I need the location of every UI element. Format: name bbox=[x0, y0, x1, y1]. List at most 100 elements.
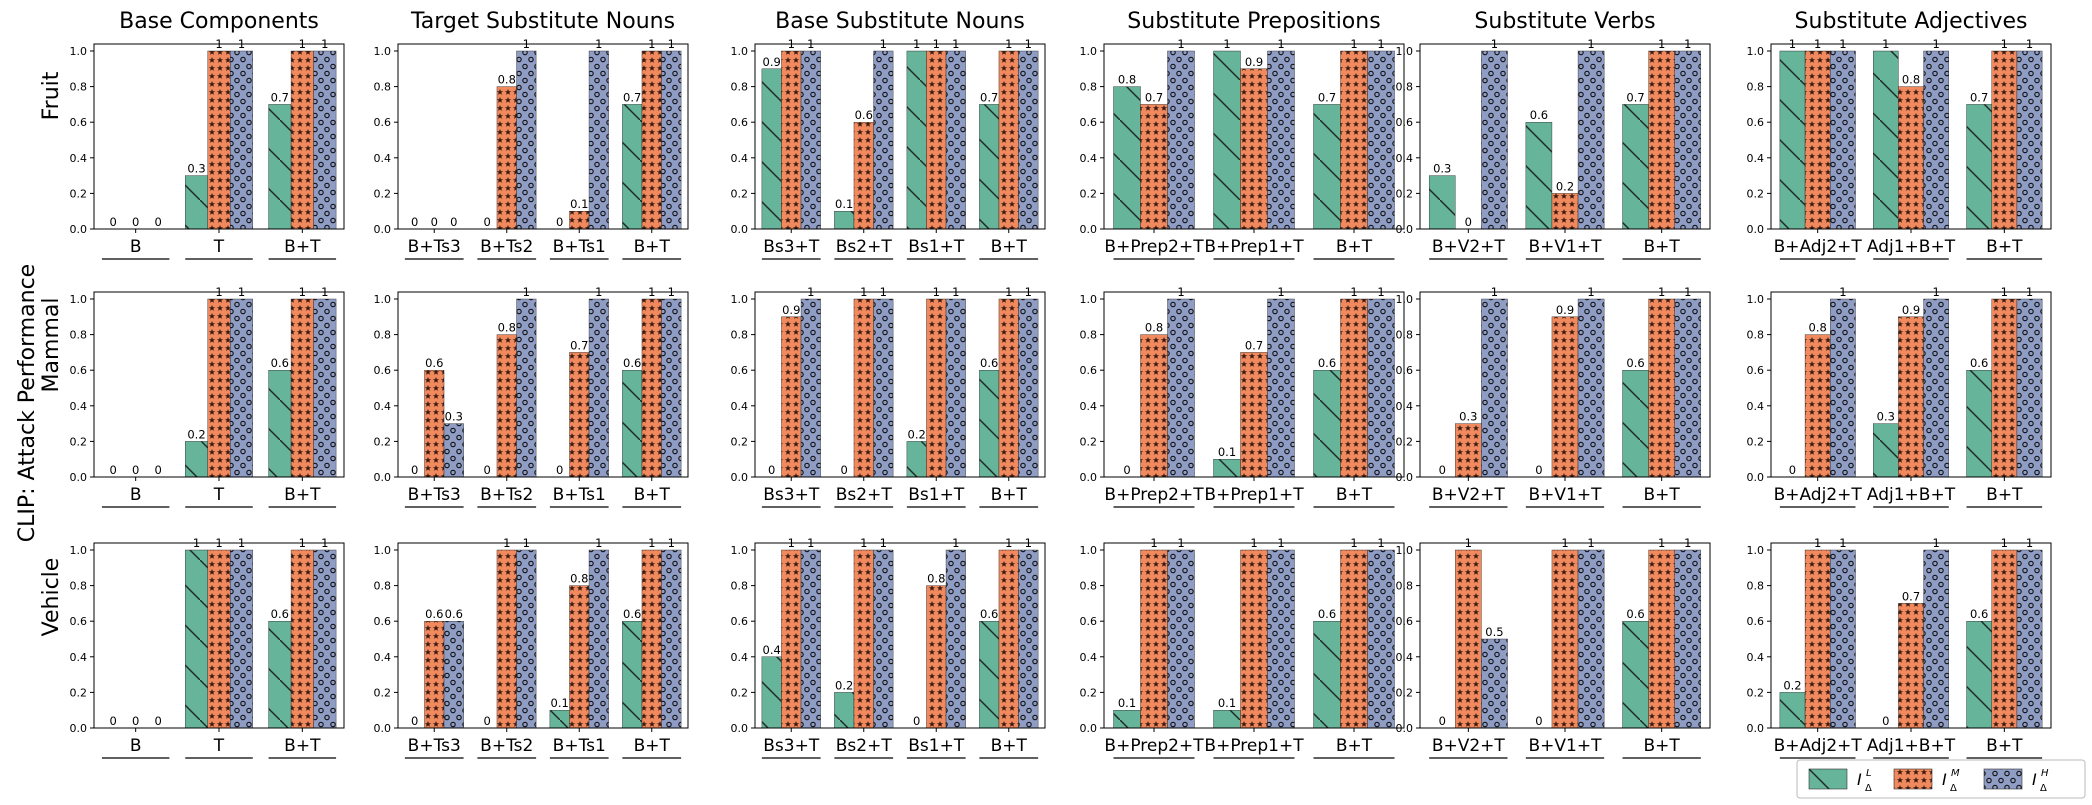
data-label: 0 bbox=[110, 463, 117, 477]
y-tick-label: 0.4 bbox=[374, 400, 392, 413]
y-tick-label: 0.2 bbox=[1396, 187, 1414, 200]
y-tick-label: 0.0 bbox=[1396, 471, 1414, 484]
category-label: B+T bbox=[1986, 237, 2023, 257]
bar-low bbox=[1966, 621, 1992, 729]
category-label: B+Prep1+T bbox=[1204, 736, 1304, 756]
y-tick-label: 0.2 bbox=[374, 435, 392, 448]
y-tick-label: 0.8 bbox=[374, 329, 392, 342]
bar-high bbox=[661, 298, 682, 478]
y-tick-label: 0.4 bbox=[731, 651, 749, 664]
bar-low bbox=[185, 549, 208, 729]
bar-high bbox=[1830, 549, 1856, 729]
bar-high bbox=[588, 298, 609, 478]
y-tick-label: 0.0 bbox=[1747, 223, 1765, 236]
bar-mid bbox=[926, 50, 947, 230]
y-tick-label: 0.2 bbox=[731, 187, 749, 200]
bar-high bbox=[2016, 549, 2043, 729]
bar-high bbox=[1167, 50, 1195, 230]
y-tick-label: 1.0 bbox=[1747, 45, 1765, 58]
y-tick-label: 1.0 bbox=[70, 45, 88, 58]
bar-high bbox=[1830, 298, 1856, 478]
data-label: 0.7 bbox=[1245, 338, 1263, 352]
bar-low bbox=[622, 104, 643, 230]
panel-2-0: 0.00.20.40.60.81.00 0 0B1 1 1T0.61 1B+T bbox=[70, 536, 345, 759]
bar-high bbox=[313, 549, 337, 729]
y-tick-label: 0.0 bbox=[1747, 471, 1765, 484]
bar-mid bbox=[290, 50, 314, 230]
bar-mid bbox=[1804, 50, 1831, 230]
bar-high bbox=[1577, 298, 1605, 478]
category-label: B+T bbox=[284, 237, 321, 257]
category-label: B+Ts3 bbox=[408, 485, 461, 505]
y-tick-label: 0.6 bbox=[1747, 364, 1765, 377]
y-tick-label: 1.0 bbox=[1080, 45, 1098, 58]
bar-mid bbox=[207, 298, 231, 478]
bar-low bbox=[834, 210, 855, 230]
y-tick-label: 1.0 bbox=[1396, 544, 1414, 557]
y-tick-label: 0.4 bbox=[1747, 400, 1765, 413]
bar-low bbox=[1113, 710, 1141, 729]
bar-low bbox=[185, 441, 208, 478]
row-label-fruit: Fruit bbox=[39, 71, 64, 120]
bar-low bbox=[268, 621, 292, 729]
y-tick-label: 0.0 bbox=[1747, 722, 1765, 735]
plot-frame bbox=[397, 43, 689, 230]
data-label: 0 bbox=[1789, 463, 1796, 477]
bar-low bbox=[979, 370, 1000, 478]
y-tick-label: 0.0 bbox=[731, 223, 749, 236]
legend-label-mid: I bbox=[1942, 770, 1947, 789]
y-tick-label: 0.4 bbox=[1747, 152, 1765, 165]
bar-high bbox=[1267, 298, 1295, 478]
y-tick-label: 0.4 bbox=[374, 152, 392, 165]
bar-low bbox=[1213, 710, 1241, 729]
bar-mid bbox=[1898, 603, 1924, 729]
y-tick-label: 0.6 bbox=[70, 615, 88, 628]
data-label: 0 bbox=[913, 714, 920, 728]
category-label: B+Prep2+T bbox=[1104, 485, 1204, 505]
y-tick-label: 0.6 bbox=[374, 116, 392, 129]
legend-sup-mid: M bbox=[1951, 768, 1960, 779]
bar-mid bbox=[1240, 549, 1268, 729]
y-tick-label: 0.0 bbox=[374, 722, 392, 735]
category-label: Bs1+T bbox=[908, 485, 965, 505]
category-label: B+T bbox=[284, 485, 321, 505]
bar-low bbox=[761, 656, 782, 729]
bar-low bbox=[1779, 692, 1806, 729]
y-tick-label: 0.2 bbox=[70, 686, 88, 699]
plot-frame bbox=[1419, 291, 1711, 478]
bar-mid bbox=[569, 352, 590, 478]
panel-1-4: 0.00.20.40.60.81.000.31B+V2+T00.91B+V1+T… bbox=[1396, 285, 1711, 508]
data-label: 0.6 bbox=[445, 607, 463, 621]
panel-1-3: 0.00.20.40.60.81.000.81B+Prep2+T0.10.71B… bbox=[1080, 285, 1405, 508]
category-label: B bbox=[130, 485, 142, 505]
legend-sub-mid: Δ bbox=[1950, 783, 1957, 794]
bar-high bbox=[1367, 50, 1395, 230]
panel-1-1: 0.00.20.40.60.81.000.60.3B+Ts300.81B+Ts2… bbox=[374, 285, 689, 508]
panel-0-3: Substitute Prepositions 0.0 0.2 0.4 0.6 0.8 1.… bbox=[1080, 9, 1405, 260]
legend-swatch-low bbox=[1808, 768, 1848, 790]
bar-high bbox=[1018, 549, 1039, 729]
category-label: B+T bbox=[634, 237, 671, 257]
bar-high bbox=[1018, 298, 1039, 478]
legend-sup-low: L bbox=[1866, 768, 1872, 779]
y-tick-label: 0.8 bbox=[1080, 329, 1098, 342]
data-label: 0 bbox=[155, 463, 162, 477]
data-label: 0 bbox=[411, 215, 418, 229]
y-tick-label: 1.0 bbox=[731, 544, 749, 557]
category-label: B+Adj2+T bbox=[1774, 485, 1863, 505]
y-tick-label: 1.0 bbox=[70, 544, 88, 557]
bar-mid bbox=[1804, 549, 1831, 729]
data-label: 0.6 bbox=[1530, 108, 1548, 122]
y-tick-label: 0.8 bbox=[1396, 329, 1414, 342]
data-label: 0.6 bbox=[271, 356, 289, 370]
bar-high bbox=[230, 549, 253, 729]
y-tick-label: 0.0 bbox=[1080, 471, 1098, 484]
data-label: 0.6 bbox=[425, 607, 443, 621]
data-label: 0.6 bbox=[980, 356, 998, 370]
y-tick-label: 0.4 bbox=[1396, 152, 1414, 165]
category-label: Bs1+T bbox=[908, 736, 965, 756]
bar-low bbox=[268, 104, 292, 230]
category-label: B+Ts1 bbox=[553, 485, 606, 505]
